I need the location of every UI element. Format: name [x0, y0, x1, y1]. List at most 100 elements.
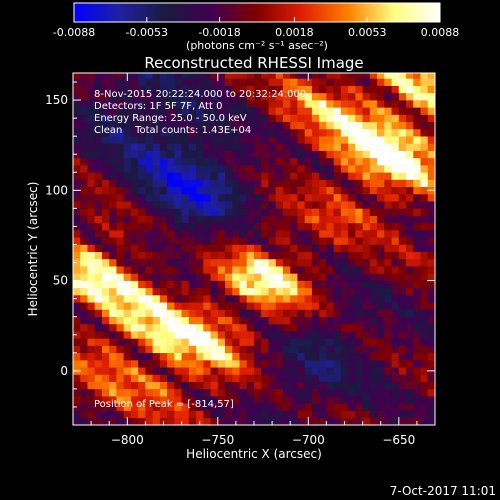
heatmap-cell [138, 388, 146, 397]
heatmap-cell [109, 388, 117, 397]
heatmap-cell [326, 302, 334, 310]
heatmap-cell [196, 258, 204, 267]
heatmap-cell [159, 85, 168, 94]
heatmap-cell [384, 280, 392, 289]
heatmap-cell [398, 367, 407, 375]
heatmap-cell [109, 143, 117, 151]
heatmap-cell [413, 352, 421, 361]
heatmap-cell [73, 309, 81, 317]
heatmap-cell [391, 410, 400, 419]
heatmap-cell [282, 150, 291, 159]
heatmap-cell [369, 280, 378, 289]
heatmap-cell [362, 273, 371, 281]
heatmap-cell [94, 410, 103, 419]
heatmap-cell [87, 107, 96, 115]
heatmap-cell [333, 410, 342, 419]
heatmap-cell [311, 360, 320, 368]
heatmap-cell [73, 85, 81, 94]
heatmap-cell [145, 107, 153, 115]
heatmap-cell [355, 381, 363, 390]
heatmap-cell [232, 258, 240, 267]
heatmap-cell [377, 323, 385, 332]
heatmap-cell [232, 150, 240, 159]
y-tick-label: 100 [45, 183, 68, 197]
heatmap-cell [254, 230, 262, 238]
heatmap-cell [232, 287, 240, 296]
heatmap-cell [217, 331, 226, 339]
heatmap-cell [254, 396, 262, 404]
heatmap-cell [87, 222, 96, 231]
heatmap-cell [275, 273, 284, 281]
heatmap-cell [391, 388, 400, 397]
heatmap-cell [369, 193, 378, 202]
heatmap-cell [355, 165, 363, 173]
heatmap-cell [225, 128, 233, 137]
heatmap-cell [73, 128, 81, 137]
heatmap-cell [138, 128, 146, 137]
heatmap-cell [123, 338, 132, 346]
heatmap-cell [420, 396, 429, 404]
heatmap-cell [145, 323, 153, 332]
heatmap-cell [174, 85, 182, 94]
heatmap-cell [188, 273, 197, 281]
heatmap-cell [340, 338, 349, 346]
heatmap-cell [116, 352, 124, 361]
heatmap-cell [406, 143, 414, 151]
heatmap-cell [138, 345, 146, 354]
heatmap-cell [138, 374, 146, 382]
heatmap-cell [188, 280, 197, 289]
heatmap-cell [138, 100, 146, 108]
heatmap-cell [188, 396, 197, 404]
heatmap-cell [311, 323, 320, 332]
heatmap-cell [398, 100, 407, 108]
heatmap-cell [377, 352, 385, 361]
heatmap-cell [152, 360, 161, 368]
heatmap-cell [268, 396, 277, 404]
heatmap-cell [413, 143, 421, 151]
heatmap-cell [232, 143, 240, 151]
heatmap-cell [268, 179, 277, 188]
heatmap-cell [254, 258, 262, 267]
heatmap-cell [268, 374, 277, 382]
heatmap-cell [225, 114, 233, 123]
heatmap-cell [73, 360, 81, 368]
heatmap-cell [174, 302, 182, 310]
heatmap-cell [319, 367, 327, 375]
heatmap-cell [232, 302, 240, 310]
heatmap-cell [188, 381, 197, 390]
heatmap-cell [282, 114, 291, 123]
heatmap-cell [275, 388, 284, 397]
heatmap-cell [188, 114, 197, 123]
heatmap-cell [297, 251, 305, 260]
heatmap-cell [282, 230, 291, 238]
heatmap-cell [217, 237, 226, 245]
heatmap-cell [116, 331, 124, 339]
heatmap-cell [326, 215, 334, 224]
heatmap-cell [297, 73, 305, 79]
heatmap-cell [420, 316, 429, 325]
heatmap-cell [333, 396, 342, 404]
heatmap-cell [152, 388, 161, 397]
heatmap-cell [348, 244, 356, 253]
heatmap-cell [210, 244, 219, 253]
heatmap-cell [362, 73, 371, 79]
heatmap-cell [167, 186, 175, 195]
heatmap-cell [116, 367, 124, 375]
heatmap-cell [355, 128, 363, 137]
heatmap-cell [319, 85, 327, 94]
heatmap-cell [181, 244, 190, 253]
heatmap-cell [311, 230, 320, 238]
heatmap-cell [225, 360, 233, 368]
heatmap-cell [326, 316, 334, 325]
colorbar-tick-label: 0.0053 [348, 26, 387, 39]
heatmap-cell [239, 258, 248, 267]
heatmap-cell [254, 143, 262, 151]
heatmap-cell [101, 331, 110, 339]
heatmap-cell [87, 208, 96, 216]
heatmap-cell [420, 417, 429, 425]
heatmap-cell [73, 388, 81, 397]
heatmap-cell [123, 345, 132, 354]
heatmap-cell [427, 143, 435, 151]
heatmap-cell [377, 230, 385, 238]
